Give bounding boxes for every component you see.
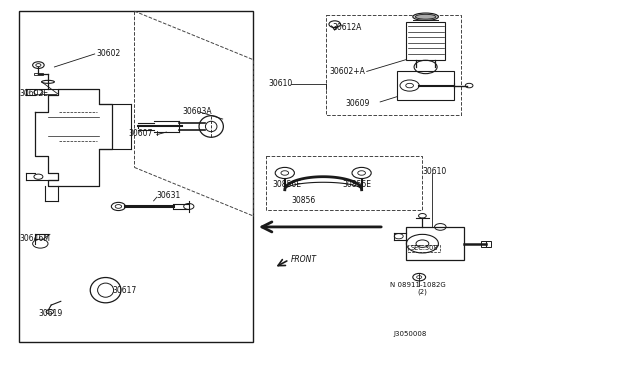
Text: 30856: 30856 <box>291 196 316 205</box>
Bar <box>397 71 454 100</box>
Bar <box>34 73 43 75</box>
Bar <box>481 241 491 247</box>
Text: 30610: 30610 <box>422 167 447 176</box>
Text: 30610: 30610 <box>269 79 293 88</box>
Text: 30631: 30631 <box>157 191 181 200</box>
Text: N 08911-1082G: N 08911-1082G <box>390 282 446 288</box>
Text: 30856E: 30856E <box>272 180 301 189</box>
Bar <box>406 227 464 260</box>
Text: 30603A: 30603A <box>182 107 212 116</box>
Bar <box>19 11 253 342</box>
Bar <box>408 245 440 252</box>
Text: (2): (2) <box>417 289 427 295</box>
Bar <box>406 22 445 60</box>
Text: 30609: 30609 <box>346 99 370 108</box>
Text: 30612A: 30612A <box>333 23 362 32</box>
Text: 30607: 30607 <box>128 129 152 138</box>
Text: 30646M: 30646M <box>19 234 50 243</box>
Text: 30619: 30619 <box>38 309 63 318</box>
Text: 30602E: 30602E <box>19 89 48 98</box>
Text: 30856E: 30856E <box>342 180 371 189</box>
Text: 30602: 30602 <box>96 49 120 58</box>
Text: J3050008: J3050008 <box>394 331 427 337</box>
Text: 30602+A: 30602+A <box>330 67 365 76</box>
Ellipse shape <box>413 13 438 20</box>
Ellipse shape <box>415 14 436 19</box>
Text: SEC.308: SEC.308 <box>410 246 438 251</box>
Text: 30617: 30617 <box>112 286 136 295</box>
Text: FRONT: FRONT <box>291 255 317 264</box>
